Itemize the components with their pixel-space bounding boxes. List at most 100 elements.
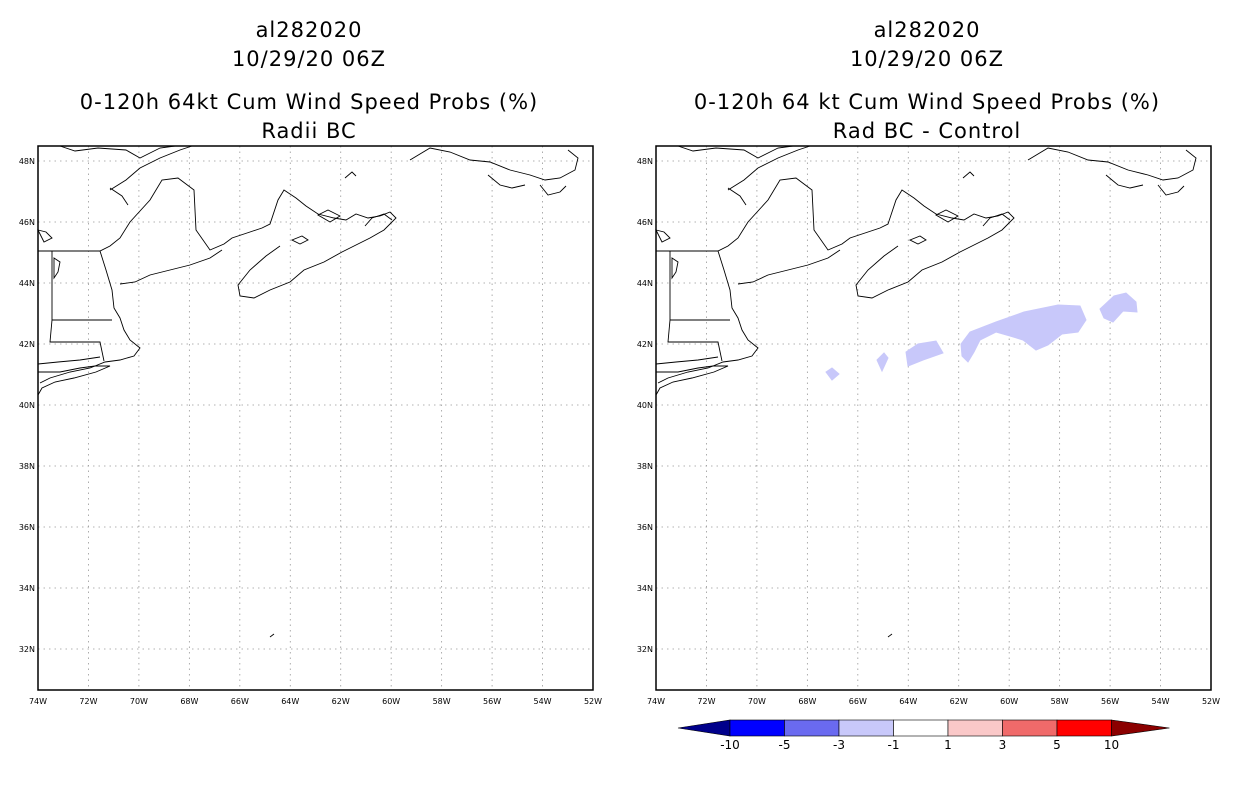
colorbar-swatch — [1056, 719, 1112, 737]
lat-tick-label: 32N — [19, 645, 35, 654]
right-map-frame — [655, 145, 1212, 691]
coastline-segment — [37, 365, 111, 396]
lat-tick-label: 44N — [19, 279, 35, 288]
left-datetime: 10/29/20 06Z — [231, 47, 387, 71]
left-coastline — [37, 145, 579, 638]
left-lat-labels: 48N 46N 44N 42N 40N 38N 36N 34N 32N — [19, 157, 35, 654]
coastline-segment — [671, 257, 679, 280]
lat-tick-label: 42N — [19, 340, 35, 349]
colorbar-labels: -10 -5 -3 -1 1 3 5 10 — [720, 738, 1119, 752]
coastline-segment — [667, 251, 723, 362]
coastline-segment — [677, 145, 794, 159]
colorbar-swatch — [893, 719, 949, 737]
colorbar-swatch — [1002, 719, 1058, 737]
lon-tick-label: 68W — [180, 697, 198, 706]
coastline-segment — [539, 184, 567, 196]
coastline-segment — [53, 257, 61, 280]
coastline-segment — [655, 229, 671, 243]
coastline-segment — [109, 187, 129, 206]
coastline-segment — [962, 171, 975, 179]
lon-tick-label: 68W — [798, 697, 816, 706]
left-storm-id: al282020 — [255, 18, 363, 42]
colorbar-label: -5 — [779, 738, 791, 752]
lon-tick-label: 56W — [1101, 697, 1119, 706]
colorbar-label: 1 — [944, 738, 952, 752]
coastline-segment — [290, 235, 309, 245]
coastline-segment — [982, 213, 1011, 227]
diff-area-4 — [960, 304, 1087, 363]
coastline-segment — [908, 235, 927, 245]
colorbar-label: 3 — [999, 738, 1007, 752]
lon-tick-label: 74W — [647, 697, 665, 706]
coastline-segment — [737, 249, 841, 285]
diff-area-3 — [905, 340, 944, 367]
lon-tick-label: 54W — [1151, 697, 1169, 706]
right-datetime: 10/29/20 06Z — [849, 47, 1005, 71]
lon-tick-label: 74W — [29, 697, 47, 706]
lon-tick-label: 52W — [1202, 697, 1220, 706]
colorbar-label: -10 — [720, 738, 740, 752]
coastline-segment — [37, 356, 101, 365]
coastline-segment — [59, 145, 176, 159]
coastline-segment — [1027, 147, 1197, 181]
lat-tick-label: 42N — [637, 340, 653, 349]
lon-tick-label: 52W — [584, 697, 602, 706]
diff-area-1 — [825, 367, 840, 381]
right-product-title: 0-120h 64 kt Cum Wind Speed Probs (%) — [693, 90, 1161, 114]
right-gridlines — [656, 146, 1211, 690]
left-map: 48N 46N 44N 42N 40N 38N 36N 34N 32N 74W 72W 70W 68W… — [19, 145, 602, 706]
coastline-segment — [119, 249, 223, 285]
lat-tick-label: 38N — [637, 462, 653, 471]
colorbar-swatch — [784, 719, 840, 737]
right-coastline — [655, 145, 1197, 638]
lon-tick-label: 60W — [1000, 697, 1018, 706]
coastline-segment — [887, 633, 893, 638]
coastline-segment — [1157, 184, 1185, 196]
lon-tick-label: 64W — [899, 697, 917, 706]
lon-tick-label: 54W — [533, 697, 551, 706]
lat-tick-label: 48N — [19, 157, 35, 166]
lon-tick-label: 62W — [332, 697, 350, 706]
diff-area-5 — [1099, 292, 1138, 323]
lon-tick-label: 66W — [231, 697, 249, 706]
right-map-panel: al282020 10/29/20 06Z 0-120h 64 kt Cum W… — [618, 0, 1236, 800]
colorbar: -10 -5 -3 -1 1 3 5 10 — [677, 719, 1170, 752]
coastline-segment — [38, 177, 397, 299]
colorbar-swatch — [729, 719, 785, 737]
colorbar-swatch — [677, 719, 731, 737]
lat-tick-label: 36N — [19, 523, 35, 532]
left-gridlines — [38, 146, 593, 690]
left-subtitle: Radii BC — [261, 119, 357, 143]
coastline-segment — [1105, 174, 1144, 189]
coastline-segment — [409, 147, 579, 181]
coastline-segment — [364, 213, 393, 227]
diff-area-2 — [876, 352, 889, 373]
right-lat-labels: 48N 46N 44N 42N 40N 38N 36N 34N 32N — [637, 157, 653, 654]
lon-tick-label: 70W — [748, 697, 766, 706]
coastline-segment — [655, 365, 729, 396]
colorbar-swatches — [677, 719, 1170, 737]
coastline-segment — [727, 187, 747, 206]
lon-tick-label: 66W — [849, 697, 867, 706]
lat-tick-label: 34N — [637, 584, 653, 593]
coastline-segment — [37, 229, 53, 243]
colorbar-swatch — [947, 719, 1003, 737]
lon-tick-label: 72W — [79, 697, 97, 706]
lat-tick-label: 36N — [637, 523, 653, 532]
lon-tick-label: 70W — [130, 697, 148, 706]
coastline-segment — [317, 209, 341, 223]
coastline-segment — [487, 174, 526, 189]
lat-tick-label: 34N — [19, 584, 35, 593]
lat-tick-label: 48N — [637, 157, 653, 166]
coastline-segment — [727, 145, 811, 191]
lat-tick-label: 32N — [637, 645, 653, 654]
lat-tick-label: 44N — [637, 279, 653, 288]
lat-tick-label: 46N — [19, 218, 35, 227]
colorbar-label: 5 — [1053, 738, 1061, 752]
right-storm-id: al282020 — [873, 18, 981, 42]
diff-shading-areas — [825, 292, 1138, 381]
coastline-segment — [655, 356, 719, 365]
colorbar-label: 10 — [1104, 738, 1119, 752]
left-map-frame — [37, 145, 594, 691]
lat-tick-label: 38N — [19, 462, 35, 471]
